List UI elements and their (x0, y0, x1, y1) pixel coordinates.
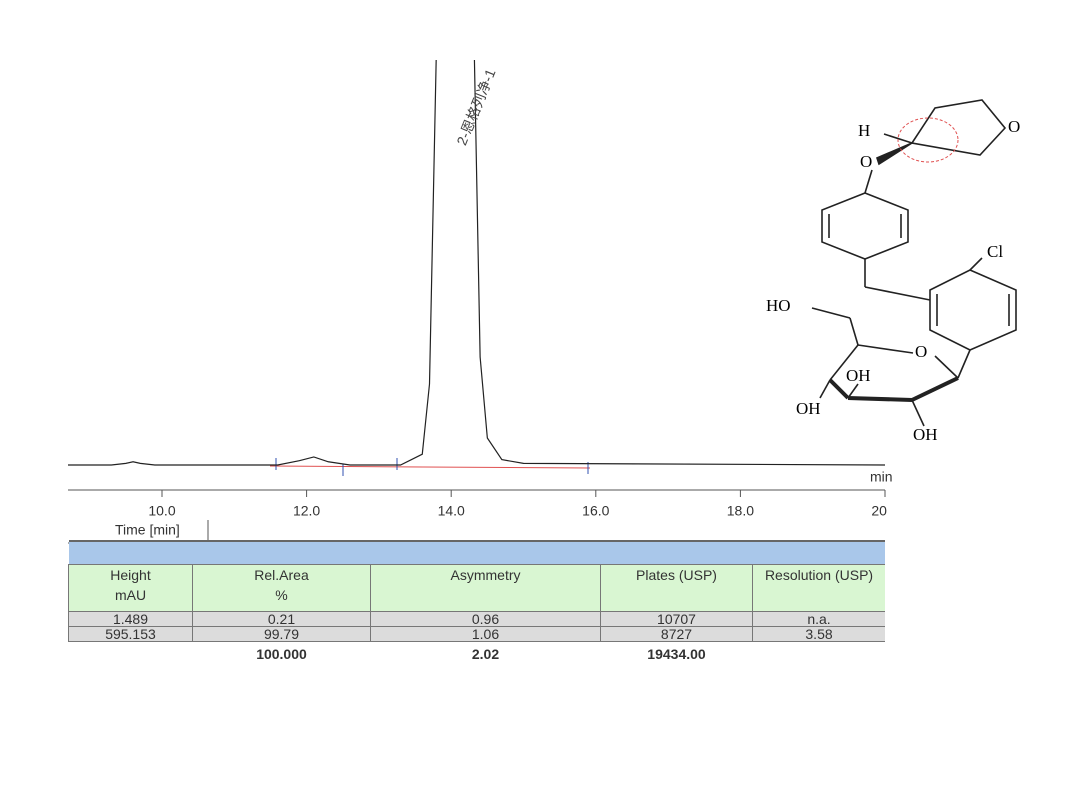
bond (829, 344, 859, 381)
x-tick-label: 10.0 (148, 503, 175, 519)
wedge-bond (876, 142, 913, 166)
atom-label: OH (846, 366, 871, 385)
header-cell: Height mAU (68, 564, 193, 612)
chromatogram-line (68, 60, 885, 466)
bond (883, 133, 913, 144)
baseline (269, 465, 591, 469)
bond (911, 399, 925, 427)
cell-text: n.a. (807, 611, 831, 627)
x-unit-label: min (870, 469, 893, 485)
cell-text: 19434.00 (647, 646, 706, 662)
x-axis-label: Time [min] (115, 522, 180, 538)
cell-text: 99.79 (263, 626, 300, 642)
bond (864, 169, 873, 194)
empty-cell (753, 642, 886, 667)
cell-text: 1.489 (112, 611, 149, 627)
x-tick-label: 16.0 (582, 503, 609, 519)
cell-text: 2.02 (471, 646, 500, 662)
x-tick-label: 14.0 (438, 503, 465, 519)
atom-label: HO (766, 296, 791, 315)
header-cell: Plates (USP) (600, 564, 753, 612)
total-cell: 100.000 (193, 642, 371, 667)
atom-label: O (1008, 117, 1020, 136)
benzene-ring (929, 269, 1017, 351)
cell-text: 10707 (657, 611, 696, 627)
atom-label: OH (913, 425, 938, 444)
cell-text: % (275, 587, 288, 603)
data-cell: 3.58 (751, 626, 885, 642)
atom-label: OH (796, 399, 821, 418)
header-cell: Rel.Area% (192, 564, 371, 612)
molecule: H O O Cl HO O OH OH OH (766, 99, 1020, 444)
data-cell: 1.06 (370, 626, 601, 642)
cell-text: Resolution (USP) (764, 567, 874, 583)
bond (857, 344, 914, 354)
x-tick-label: 20.0 (871, 503, 898, 519)
table-band (68, 540, 885, 565)
bond (864, 286, 931, 301)
x-tick-label: 18.0 (727, 503, 754, 519)
cell-text: 0.21 (267, 611, 296, 627)
data-cell: n.a. (751, 611, 885, 627)
data-cell: 99.79 (192, 626, 371, 642)
cell-text: Rel.Area (254, 567, 309, 583)
cell-text: 1.06 (471, 626, 500, 642)
bond (969, 257, 983, 271)
cell-text: 8727 (660, 626, 693, 642)
header-cell: Asymmetry (370, 564, 601, 612)
bond (847, 383, 859, 399)
data-cell: 1.489 (68, 611, 193, 627)
bold-bond (847, 396, 913, 402)
data-cell: 0.96 (370, 611, 601, 627)
thf-ring (910, 99, 1007, 156)
atom-label: O (860, 152, 872, 171)
results-table: Height mAU Rel.Area% Asymmetry Plates (USP) R… (68, 540, 885, 666)
x-axis-ticks: 10.0 12.0 14.0 16.0 18.0 20.0 (148, 490, 898, 519)
cell-text: Height (110, 567, 151, 583)
cell-text: 595.153 (105, 626, 156, 642)
cell-text: Plates (USP) (636, 567, 717, 583)
data-row: 595.153 99.79 1.06 8727 3.58 (68, 626, 885, 642)
header-row: Height mAU Rel.Area% Asymmetry Plates (USP) R… (68, 564, 885, 612)
bond (811, 307, 851, 319)
header-cell: Resolution (USP) (751, 564, 885, 612)
totals-row: 100.000 2.02 19434.00 (69, 642, 886, 667)
bond (849, 317, 859, 346)
cell-text: Asymmetry (450, 567, 521, 583)
plot-area (68, 60, 885, 476)
data-row: 1.489 0.21 0.96 10707 n.a. (68, 611, 885, 627)
empty-cell (69, 642, 193, 667)
x-tick-label: 12.0 (293, 503, 320, 519)
highlight-circle (897, 117, 959, 163)
atom-label: O (915, 342, 927, 361)
cell-text: 3.58 (805, 626, 833, 642)
cell-text: 0.96 (471, 611, 500, 627)
total-cell: 19434.00 (601, 642, 753, 667)
cell-text: mAU (114, 587, 147, 603)
cell-text: 100.000 (256, 646, 307, 662)
data-cell: 595.153 (68, 626, 193, 642)
atom-label: H (858, 121, 870, 140)
data-cell: 10707 (600, 611, 753, 627)
bold-bond (828, 378, 850, 400)
data-cell: 8727 (600, 626, 753, 642)
bond (957, 349, 971, 379)
atom-label: Cl (987, 242, 1003, 261)
data-cell: 0.21 (192, 611, 371, 627)
bold-bond (911, 376, 959, 402)
bond (934, 355, 959, 379)
total-cell: 2.02 (371, 642, 601, 667)
table: Height mAU Rel.Area% Asymmetry Plates (USP) R… (68, 540, 885, 666)
benzene-ring (821, 192, 909, 260)
bond (819, 379, 831, 399)
